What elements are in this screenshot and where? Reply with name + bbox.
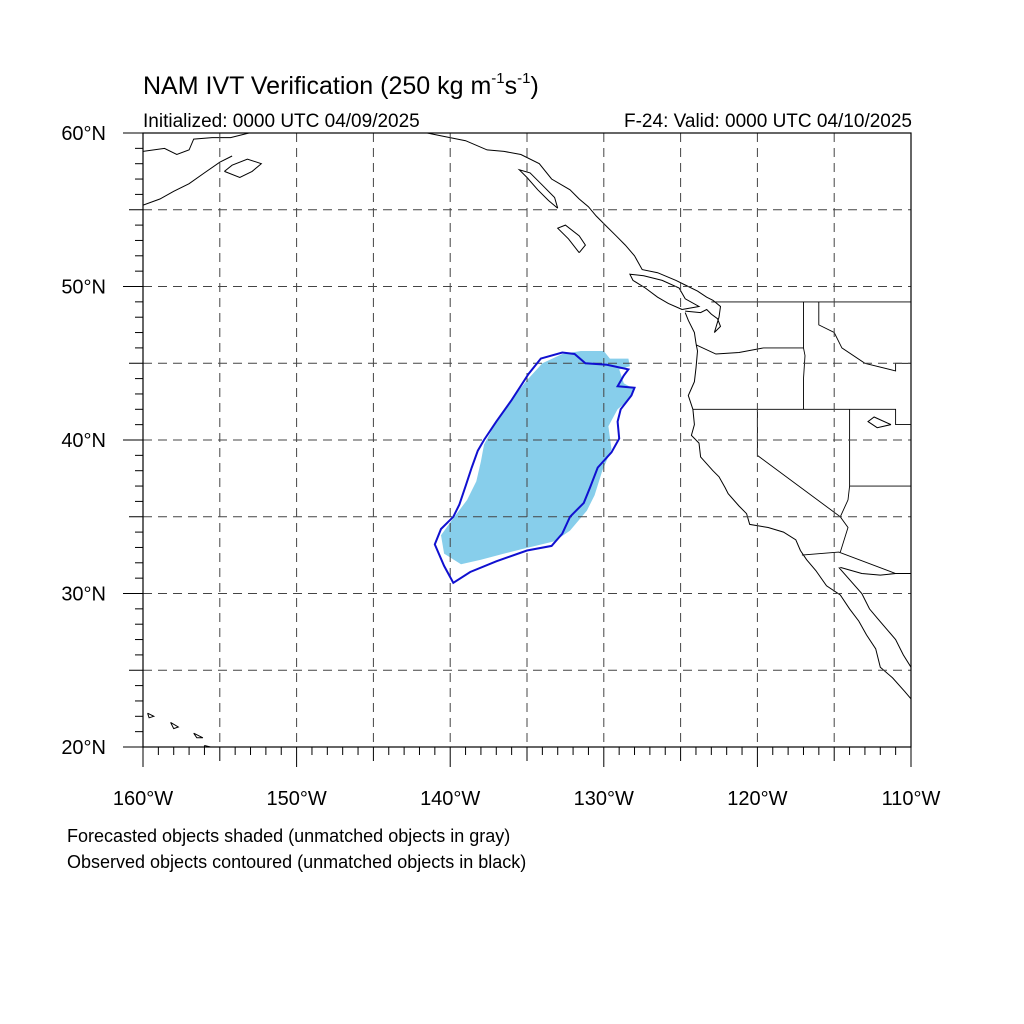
coastline-7 [170,721,180,730]
lon-tick-label: 160°W [113,788,173,810]
init-time-label: Initialized: 0000 UTC 04/09/2025 [143,111,420,132]
lon-tick-label: 150°W [266,788,326,810]
coastline-14 [867,416,892,429]
lon-tick-label: 120°W [727,788,787,810]
border-line-2 [801,551,911,574]
lon-tick-label: 140°W [420,788,480,810]
coastline-13 [224,158,263,179]
coastline-5 [838,567,911,669]
border-line-5 [695,344,804,355]
border-line-0 [692,408,911,426]
coastline-3 [556,224,587,254]
valid-time-label: F-24: Valid: 0000 UTC 04/10/2025 [624,111,912,132]
lon-tick-label: 110°W [882,788,941,810]
lat-tick-label: 30°N [61,584,106,606]
coastline-0 [684,312,911,700]
caption-forecast: Forecasted objects shaded (unmatched obj… [67,826,511,846]
coastline-10 [147,712,156,719]
coastline-8 [193,732,204,739]
border-line-7 [818,301,911,372]
coastline-12 [143,155,233,206]
caption-observed: Observed objects contoured (unmatched ob… [67,852,527,872]
coastline-4 [517,168,559,209]
border-line-4 [803,301,806,410]
lat-tick-label: 20°N [61,737,106,759]
observed-object-contour [433,351,636,585]
border-line-6 [839,409,851,517]
coastline-1 [427,133,722,333]
lat-tick-label: 50°N [61,277,106,299]
lat-tick-label: 60°N [61,123,106,145]
plot-area [143,133,911,747]
coastline-2 [629,273,701,310]
lat-tick-label: 40°N [61,430,106,452]
coastline-11 [143,133,250,156]
forecast-object [441,351,635,565]
map-title: NAM IVT Verification (250 kg m-1s-1) [143,70,539,100]
lon-tick-label: 130°W [574,788,634,810]
axis-ticks [123,132,912,767]
